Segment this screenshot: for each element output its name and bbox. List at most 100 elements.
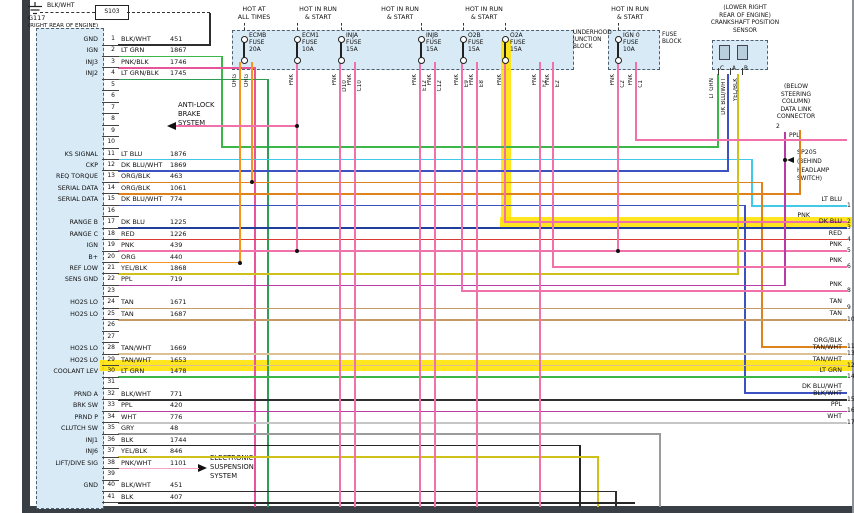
wire-segment (553, 266, 847, 268)
wire-color-label: ORG (121, 252, 136, 261)
wire-segment (118, 410, 847, 413)
wire-color-label: PNK (121, 241, 135, 249)
ground-icon (28, 2, 42, 15)
signal-label: BRK SW (72, 402, 98, 410)
circuit-number: 420 (170, 401, 183, 410)
wire-segment (102, 273, 119, 275)
wire-segment (118, 204, 746, 207)
fuse-word: FUSE (468, 39, 484, 46)
wire-segment (761, 182, 763, 348)
fuse-rating: 15A (510, 46, 522, 53)
wire-segment (461, 62, 463, 292)
right-edge-label: RED (828, 229, 842, 237)
circuit-number: 407 (170, 492, 183, 501)
wire-segment (102, 468, 119, 469)
right-edge-label: WHT (827, 412, 842, 420)
pin-number: 12 (107, 160, 115, 168)
pin-number: 23 (107, 286, 115, 294)
cavity-vertical-label: C10 (357, 80, 363, 92)
junction-dot (295, 249, 299, 254)
pin-number: 4 (111, 69, 115, 77)
wire-segment (420, 38, 422, 61)
feed-header: HOT IN RUN (299, 6, 337, 13)
wire-color-label: LT GRN/BLK (121, 69, 159, 78)
circuit-number: 451 (170, 481, 183, 490)
sensor-wire-color-label: LT GRN (709, 78, 715, 99)
signal-label: IGN (86, 47, 98, 55)
wire-color-label: WHT (121, 412, 137, 421)
pin-number: 10 (107, 138, 115, 145)
fuse-rating: 15A (346, 46, 358, 53)
wire-color-vertical-label: PNK (427, 74, 433, 86)
wire-segment (118, 399, 847, 401)
fuse-name: INJB (426, 32, 439, 39)
dlc-wire-color-label: PPL (789, 132, 800, 139)
fuse-word: FUSE (302, 39, 318, 46)
signal-label: CLUTCH SW (60, 425, 98, 433)
wire-segment (118, 376, 847, 378)
wire-segment (340, 38, 342, 61)
wire-color-label: DK BLU/WHT (121, 195, 163, 204)
pin-number: 21 (107, 263, 115, 271)
pin-number: 9 (111, 126, 115, 134)
wire-segment (784, 132, 786, 287)
wire-segment (799, 130, 801, 195)
right-edge-label: ORG/BLK (813, 337, 842, 344)
wire-segment (745, 392, 847, 394)
fuse-name: ECMB (249, 32, 267, 39)
splice-dashed-wire (127, 12, 210, 13)
wire-segment (102, 204, 119, 206)
wire-segment (102, 159, 119, 160)
wire-segment (102, 445, 119, 447)
signal-label: KS SIGNAL (64, 150, 98, 158)
pin-number: 26 (107, 321, 115, 329)
left-frame-strip (22, 0, 30, 513)
pin-number: 25 (107, 309, 115, 317)
right-edge-label: BLK/WHT (813, 389, 842, 397)
fuse-rating: 15A (468, 46, 480, 53)
wire-segment (636, 139, 847, 141)
wire-color-vertical-label: PNK (628, 74, 634, 86)
right-edge-pin-number: 10 (847, 315, 854, 323)
wire-segment (102, 44, 119, 46)
pin-number: 30 (107, 367, 115, 374)
fuse-terminal (241, 35, 248, 43)
wire-segment (222, 146, 719, 148)
sensor-pin-letter: C (720, 66, 725, 72)
wire-color-vertical-label: PNK (497, 74, 503, 86)
wire-segment (354, 62, 356, 507)
wire-color-label: TAN/WHT (121, 344, 152, 353)
dlc-label: DATA LINK (780, 105, 812, 113)
crank-sensor-label: SENSOR (733, 27, 757, 34)
junction-dot (616, 249, 620, 254)
wire-segment (617, 38, 619, 61)
dlc-label: STEERING (780, 90, 812, 98)
wire-segment (118, 170, 729, 172)
wire-segment (102, 124, 119, 126)
right-edge-label: DK BLU (818, 218, 842, 226)
wire-segment (659, 434, 661, 507)
right-frame-strip (852, 0, 854, 513)
pin-number: 13 (107, 172, 115, 180)
right-edge-pin-number: 13 (847, 350, 854, 358)
wire-segment (539, 62, 541, 507)
pin-number: 37 (107, 447, 115, 455)
wire-segment (102, 410, 119, 412)
pin-number: 7 (111, 103, 115, 111)
circuit-number: 1687 (170, 309, 187, 318)
wire-segment (102, 456, 119, 458)
pin-number: 31 (107, 378, 115, 386)
abs-label: BRAKE (178, 110, 201, 118)
dlc-label: COLUMN) (781, 98, 811, 105)
circuit-number: 1745 (170, 69, 187, 78)
fuse-terminal (460, 35, 467, 43)
wire-segment (221, 56, 223, 148)
right-edge-label: PNK (829, 241, 842, 249)
ground-wire-label: BLK/WHT (47, 2, 75, 9)
wire-segment (102, 227, 119, 229)
wire-color-label: LT BLU (121, 149, 143, 158)
wire-segment (102, 55, 119, 57)
sp205-location-label: (BEHIND (797, 159, 822, 165)
dlc-label: (BELOW (783, 83, 809, 90)
